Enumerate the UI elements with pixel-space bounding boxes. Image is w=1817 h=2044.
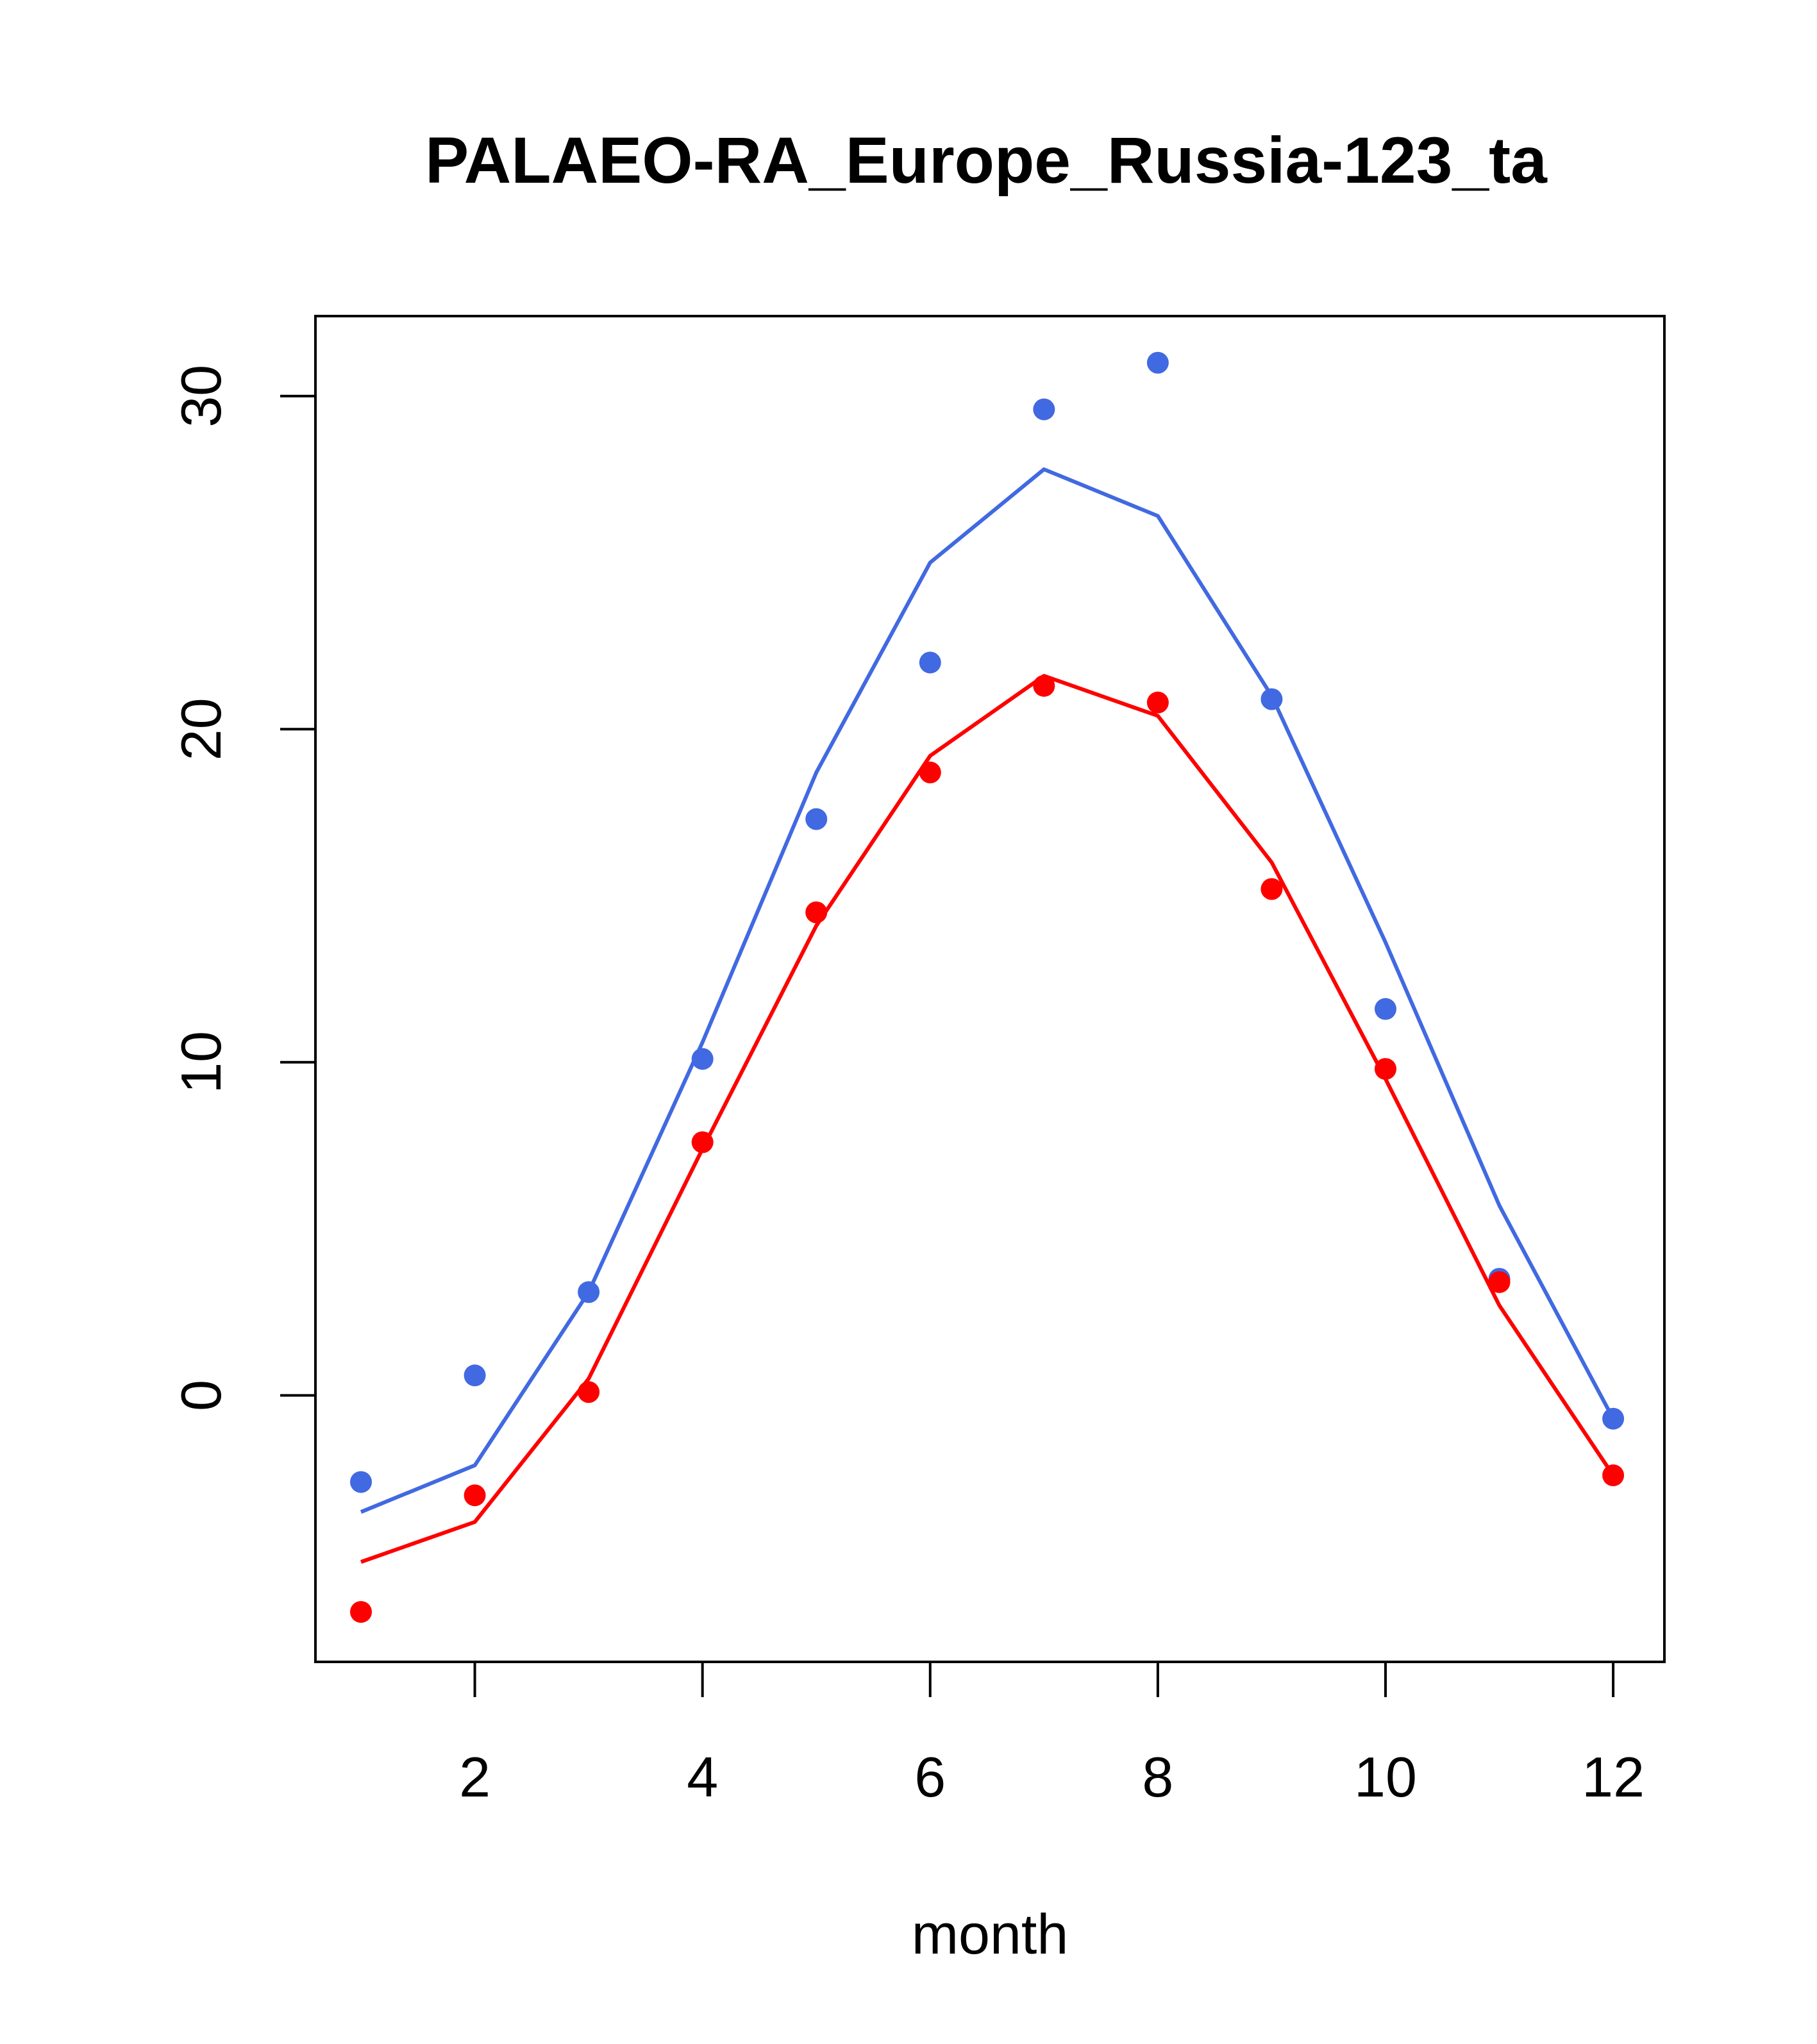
data-point-3-10 — [1488, 1271, 1511, 1293]
y-tick-label: 30 — [169, 365, 233, 428]
data-point-1-8 — [1260, 688, 1283, 710]
data-point-1-7 — [1146, 351, 1169, 374]
plot-frame — [314, 315, 1666, 1663]
data-point-3-1 — [464, 1484, 486, 1507]
data-point-1-9 — [1374, 998, 1396, 1020]
data-point-3-11 — [1602, 1464, 1625, 1487]
data-point-3-9 — [1374, 1058, 1396, 1080]
data-point-1-2 — [578, 1281, 600, 1303]
x-tick-label: 2 — [459, 1745, 490, 1809]
chart-title: PALAEO-RA_Europe_Russia-123_ta — [425, 124, 1548, 197]
data-point-3-4 — [805, 901, 828, 924]
y-tick-label: 10 — [169, 1031, 233, 1094]
data-point-3-8 — [1260, 878, 1283, 900]
x-tick-label: 10 — [1354, 1745, 1417, 1809]
data-point-1-4 — [805, 808, 828, 830]
series-line-2 — [360, 674, 1615, 1564]
data-point-1-5 — [919, 651, 941, 674]
data-point-3-3 — [691, 1131, 714, 1153]
series-layer — [350, 351, 1625, 1623]
x-tick-label: 4 — [687, 1745, 718, 1809]
series-line-0 — [360, 467, 1615, 1514]
data-point-1-3 — [691, 1048, 714, 1070]
data-point-1-0 — [350, 1471, 373, 1493]
y-tick-label: 20 — [169, 698, 233, 760]
x-tick-label: 8 — [1142, 1745, 1173, 1809]
axes: 2 4 6 8 10 12 0 10 20 30 — [169, 365, 1645, 1809]
y-tick-label: 0 — [169, 1380, 233, 1411]
data-point-3-7 — [1146, 691, 1169, 714]
x-axis-label: month — [912, 1902, 1069, 1966]
data-point-1-6 — [1033, 398, 1055, 421]
data-point-3-0 — [350, 1601, 373, 1623]
x-tick-label: 12 — [1582, 1745, 1645, 1809]
x-tick-label: 6 — [914, 1745, 946, 1809]
data-point-3-5 — [919, 761, 941, 783]
data-point-1-11 — [1602, 1407, 1625, 1430]
data-point-1-1 — [464, 1364, 486, 1387]
data-point-3-6 — [1033, 674, 1055, 697]
data-point-3-2 — [578, 1381, 600, 1403]
